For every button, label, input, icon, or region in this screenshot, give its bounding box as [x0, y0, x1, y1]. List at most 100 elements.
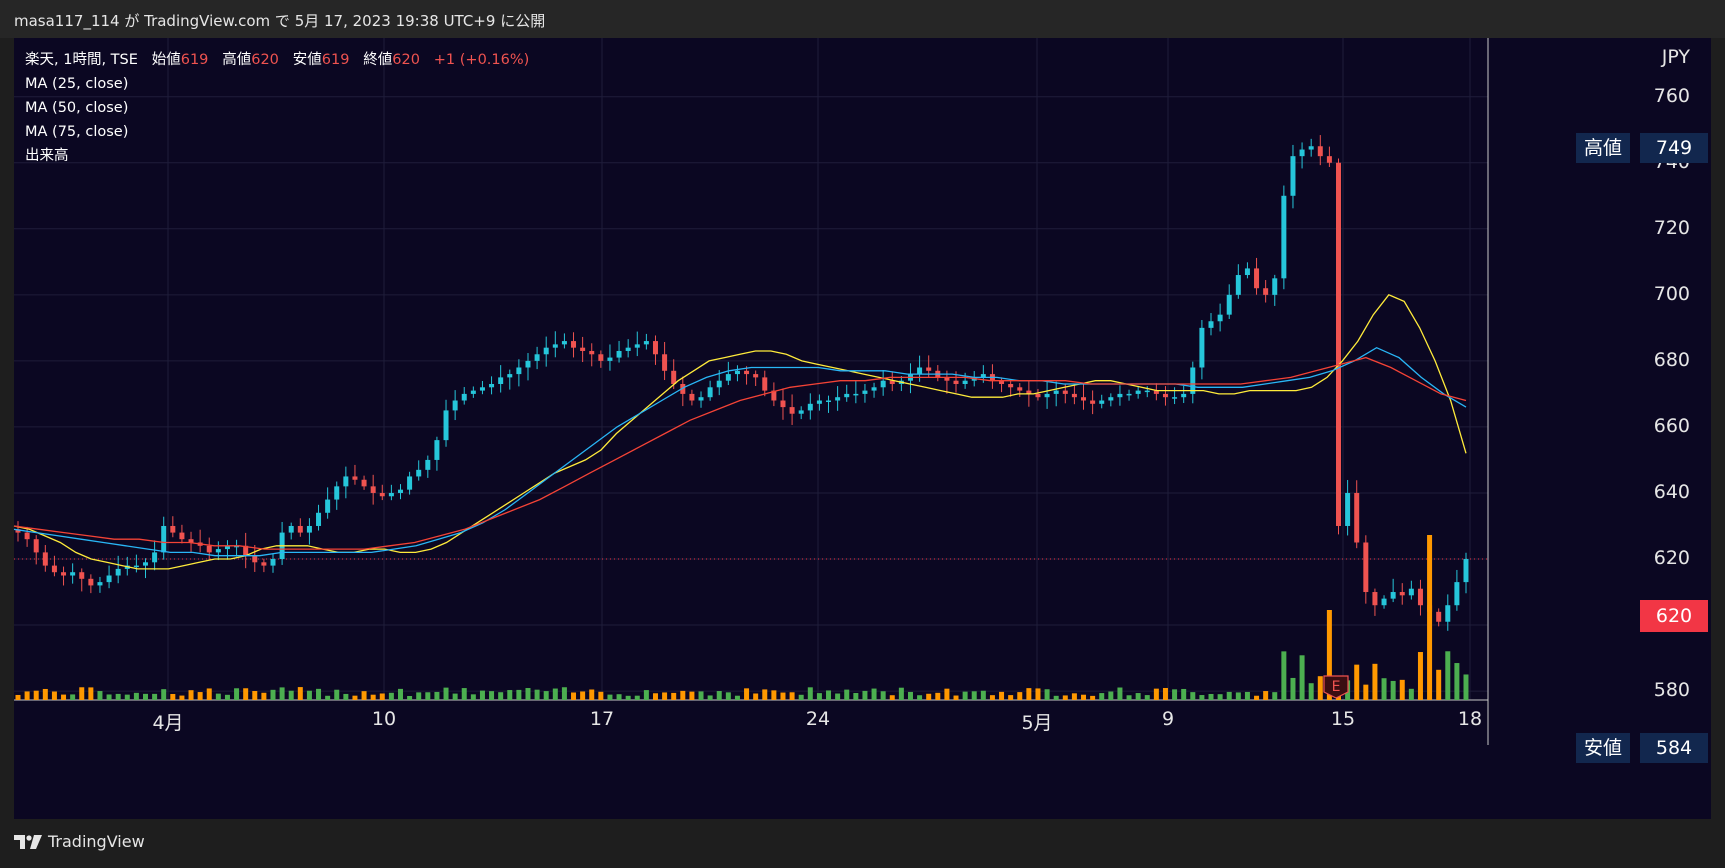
publish-caption-bar: masa117_114 が TradingView.com で 5月 17, 2…	[0, 0, 1725, 38]
volume-bar	[1026, 688, 1032, 700]
candle-body	[470, 390, 476, 394]
volume-bar	[844, 689, 850, 700]
open-label: 始値	[151, 52, 181, 68]
volume-bar	[1199, 695, 1205, 700]
volume-legend[interactable]: 出来高	[25, 148, 69, 164]
candle-body	[1126, 393, 1132, 396]
volume-bar	[917, 695, 923, 700]
candle-body	[306, 525, 312, 533]
ohlc-row: 楽天, 1時間, TSE 始値619 高値620 安値619 終値620 +1 …	[25, 48, 529, 72]
candle-body	[1390, 592, 1396, 599]
price-tick-label: 620	[1653, 547, 1690, 569]
volume-bar	[1381, 678, 1387, 700]
candle-body	[206, 545, 212, 553]
volume-bar	[944, 688, 950, 700]
volume-bar	[989, 695, 995, 700]
tradingview-logo[interactable]: TradingView	[14, 832, 145, 851]
volume-bar	[1290, 677, 1296, 700]
candle-body	[152, 552, 158, 563]
volume-bar	[325, 695, 331, 700]
volume-bar	[206, 688, 212, 700]
brand-label: TradingView	[48, 832, 145, 851]
candle-body	[170, 525, 176, 533]
volume-bar	[279, 687, 285, 700]
volume-bar	[79, 687, 85, 700]
plot-background	[14, 38, 1488, 700]
volume-bar	[343, 693, 349, 700]
volume-bar	[443, 687, 449, 700]
ma25-legend[interactable]: MA (25, close)	[25, 76, 129, 92]
volume-bar	[1317, 676, 1323, 700]
volume-bar	[306, 690, 312, 700]
volume-bar	[907, 691, 913, 700]
candle-body	[1235, 275, 1241, 295]
candle-body	[261, 562, 267, 566]
candle-body	[42, 552, 48, 566]
earnings-marker	[1323, 675, 1349, 699]
volume-bar	[124, 694, 130, 700]
candle-body	[862, 390, 868, 394]
volume-bar	[652, 693, 658, 700]
volume-bar	[425, 692, 431, 700]
ma50-legend[interactable]: MA (50, close)	[25, 100, 129, 116]
candle-body	[1399, 592, 1405, 596]
volume-bar	[816, 693, 822, 700]
high-label: 高値	[222, 52, 252, 68]
high-value: 620	[251, 52, 279, 68]
candle-body	[1354, 492, 1360, 543]
ma75-legend[interactable]: MA (75, close)	[25, 124, 129, 140]
price-axis-background	[1488, 38, 1711, 819]
volume-bar	[334, 689, 340, 700]
candle-body	[397, 489, 403, 493]
candle-body	[1408, 588, 1414, 596]
candle-body	[452, 400, 458, 411]
volume-bar	[1326, 610, 1332, 700]
volume-bar	[197, 692, 203, 700]
volume-bar	[70, 694, 76, 700]
candle-body	[70, 572, 76, 576]
volume-bar	[771, 690, 777, 700]
price-tick-label: 580	[1653, 679, 1690, 702]
volume-bar	[789, 692, 795, 700]
candle-body	[598, 354, 604, 361]
candle-body	[1326, 156, 1332, 163]
candle-body	[1336, 162, 1342, 526]
candle-body	[215, 549, 221, 553]
volume-bar	[479, 690, 485, 700]
candle-body	[370, 486, 376, 493]
candle-body	[1199, 327, 1205, 368]
volume-bar	[1153, 688, 1159, 700]
candle-body	[516, 367, 522, 375]
candle-body	[1172, 397, 1178, 399]
earnings-marker-label: E	[1332, 679, 1341, 695]
candle-body	[1144, 390, 1150, 393]
volume-bar	[142, 693, 148, 700]
candle-body	[771, 390, 777, 401]
candle-body	[643, 341, 649, 345]
candle-body	[1317, 146, 1323, 157]
volume-bar	[388, 692, 394, 700]
volume-bar	[1408, 688, 1414, 700]
volume-bar	[88, 687, 94, 700]
candle-body	[1290, 156, 1296, 196]
close-value: 620	[392, 52, 420, 68]
time-tick-label: 24	[805, 708, 831, 730]
candle-body	[889, 380, 895, 384]
candle-body	[807, 403, 813, 411]
ma-line-2	[13, 346, 1467, 557]
volume-bar	[1308, 683, 1314, 700]
volume-bar	[889, 695, 895, 700]
time-tick-label: 15	[1330, 708, 1356, 730]
time-tick-label: 17	[589, 708, 615, 730]
volume-bar	[179, 695, 185, 700]
price-tick-label: 640	[1653, 480, 1690, 503]
candle-body	[607, 357, 613, 361]
volume-bar	[1354, 664, 1360, 700]
volume-bar	[352, 695, 358, 700]
candle-body	[1372, 592, 1378, 606]
candle-body	[853, 393, 859, 396]
volume-bar	[106, 694, 112, 700]
volume-bar	[571, 692, 577, 700]
volume-bar	[1181, 688, 1187, 700]
